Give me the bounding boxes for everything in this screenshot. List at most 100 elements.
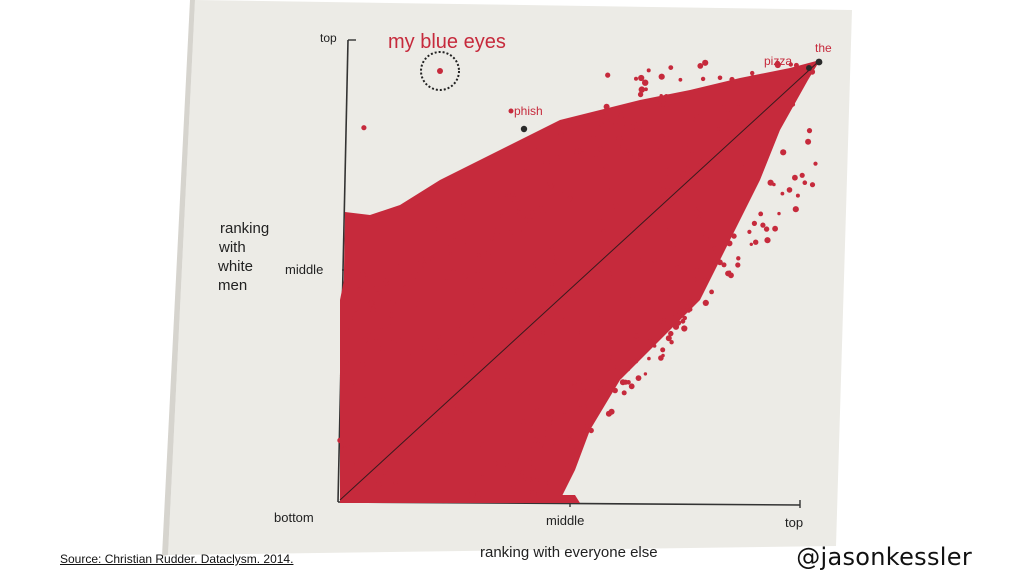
scatter-point: [567, 336, 573, 342]
scatter-point: [598, 386, 604, 392]
scatter-point: [463, 364, 469, 370]
scatter-point: [535, 147, 542, 154]
scatter-point: [579, 155, 584, 160]
scatter-point: [363, 361, 368, 366]
scatter-point: [568, 437, 572, 441]
scatter-point: [357, 283, 362, 288]
scatter-point: [751, 220, 758, 226]
the-point: [815, 58, 823, 66]
scatter-point: [669, 134, 674, 138]
scatter-point: [563, 317, 568, 322]
scatter-point: [677, 307, 682, 312]
scatter-point: [793, 62, 799, 68]
scatter-point: [354, 308, 358, 312]
scatter-point: [571, 295, 575, 299]
scatter-point: [366, 275, 373, 282]
scatter-point: [697, 159, 703, 165]
scatter-point: [454, 406, 460, 412]
cloud-left-band: [340, 240, 355, 500]
scatter-point: [381, 469, 388, 475]
scatter-point: [630, 293, 635, 299]
scatter-point: [485, 398, 492, 404]
scatter-point: [370, 306, 376, 313]
scatter-point: [517, 458, 523, 464]
scatter-point: [553, 254, 559, 260]
scatter-point: [668, 65, 674, 70]
scatter-point: [613, 203, 620, 210]
scatter-point: [663, 163, 670, 169]
scatter-point: [616, 144, 621, 149]
scatter-point: [566, 430, 572, 436]
scatter-point: [759, 145, 764, 150]
scatter-point: [658, 181, 666, 188]
scatter-point: [549, 184, 554, 189]
scatter-point: [736, 256, 741, 261]
scatter-point: [799, 172, 805, 178]
scatter-point: [646, 68, 651, 73]
scatter-point: [647, 338, 653, 344]
scatter-point: [680, 171, 686, 177]
scatter-point: [372, 333, 380, 340]
scatter-point: [712, 246, 717, 251]
scatter-point: [413, 305, 418, 311]
scatter-point: [805, 138, 812, 145]
scatter-point: [485, 234, 492, 240]
scatter-point: [368, 447, 374, 452]
scatter-point: [572, 380, 577, 385]
scatter-point: [467, 411, 472, 416]
label-phish: phish: [514, 104, 543, 118]
scatter-point: [615, 363, 622, 370]
scatter-point: [699, 290, 704, 294]
scatter-point: [654, 309, 658, 314]
scatter-point: [657, 102, 662, 108]
scatter-point: [599, 167, 605, 173]
scatter-point: [501, 354, 505, 358]
scatter-point: [566, 196, 572, 202]
scatter-point: [436, 393, 441, 397]
scatter-point: [428, 410, 433, 415]
scatter-point: [786, 187, 793, 193]
scatter-point: [579, 330, 583, 335]
x-axis-label: ranking with everyone else: [480, 544, 658, 561]
scatter-point: [581, 389, 587, 394]
scatter-point: [588, 427, 594, 434]
scatter-point: [658, 73, 665, 80]
scatter-point: [453, 350, 458, 355]
scatter-point: [529, 209, 535, 216]
scatter-point: [437, 334, 441, 339]
scatter-point: [802, 180, 808, 185]
scatter-point: [760, 222, 766, 228]
scatter-point: [567, 388, 574, 394]
scatter-point: [684, 166, 691, 173]
scatter-point: [389, 312, 395, 318]
label-the: the: [815, 41, 832, 55]
scatter-point: [695, 217, 703, 224]
outlier-point: [729, 76, 735, 83]
scatter-point: [444, 278, 449, 283]
scatter-point: [612, 387, 618, 394]
scatter-point: [621, 390, 627, 396]
scatter-point: [702, 234, 709, 241]
scatter-point: [806, 128, 813, 134]
scatter-point: [619, 379, 626, 386]
scatter-point: [347, 417, 354, 423]
scatter-point: [553, 263, 557, 267]
scatter-point: [435, 450, 439, 454]
scatter-point: [597, 146, 604, 152]
scatter-point: [688, 307, 693, 312]
scatter-point: [636, 257, 642, 263]
highlight-circle: [420, 51, 460, 91]
scatter-point: [508, 230, 514, 236]
scatter-point: [702, 299, 709, 306]
scatter-point: [702, 278, 708, 283]
scatter-point: [418, 256, 425, 263]
scatter-point: [716, 127, 721, 131]
scatter-point: [693, 209, 700, 217]
scatter-point: [558, 175, 564, 181]
scatter-point: [625, 359, 629, 364]
scatter-point: [674, 265, 681, 272]
scatter-point: [534, 469, 540, 474]
scatter-point: [521, 214, 526, 219]
scatter-point: [464, 489, 470, 495]
x-tick-label-top: top: [785, 515, 803, 530]
